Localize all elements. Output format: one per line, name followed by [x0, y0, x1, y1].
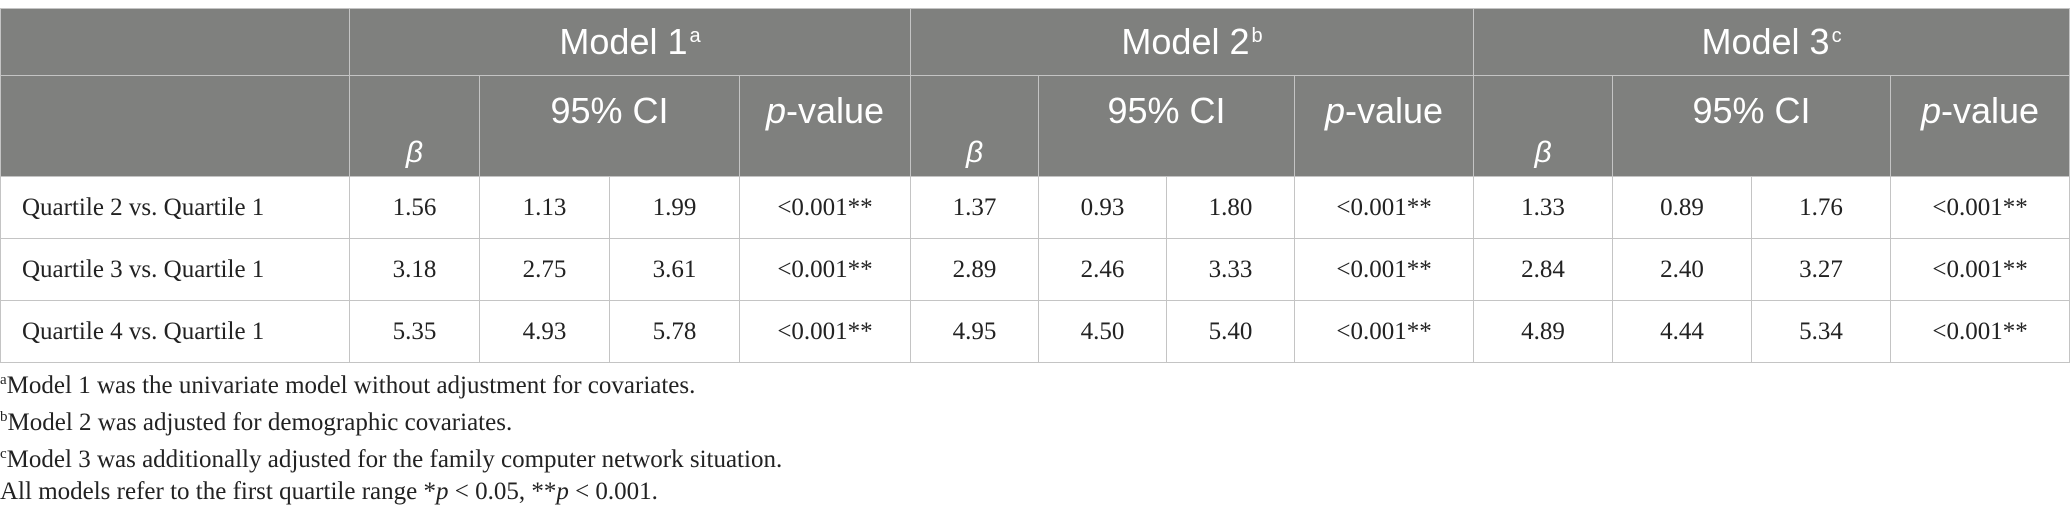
model-1-footnote-marker: a [689, 25, 701, 47]
p-value-cell: <0.001** [738, 300, 912, 363]
significance-prefix: All models refer to the first quartile r… [0, 478, 436, 505]
beta-cell: 1.33 [1473, 176, 1614, 239]
row-label: Quartile 3 vs. Quartile 1 [0, 238, 350, 301]
beta-cell: 4.89 [1473, 300, 1614, 363]
p-value-suffix: -value [1345, 90, 1444, 131]
p-value-cell: <0.001** [1890, 300, 2070, 363]
p-value-header: p-value [1294, 75, 1475, 177]
p-value-header: p-value [738, 75, 912, 177]
p-value-suffix: -value [1941, 90, 2040, 131]
ci-lower-cell: 2.46 [1038, 238, 1168, 301]
significance-note: All models refer to the first quartile r… [0, 473, 782, 510]
model-1-label: Model 1 [559, 21, 688, 62]
model-2-footnote-marker: b [1251, 25, 1263, 47]
model-2-label: Model 2 [1121, 21, 1250, 62]
beta-cell: 1.56 [349, 176, 480, 239]
p-value-cell: <0.001** [738, 176, 912, 239]
p-value-cell: <0.001** [738, 238, 912, 301]
beta-cell: 3.18 [349, 238, 480, 301]
table-row: Quartile 2 vs. Quartile 1 1.56 1.13 1.99… [0, 176, 2070, 239]
beta-header: β [349, 75, 480, 177]
p-letter: p [765, 90, 786, 131]
model-3-label: Model 3 [1701, 21, 1830, 62]
table-row: Quartile 4 vs. Quartile 1 5.35 4.93 5.78… [0, 300, 2070, 363]
beta-header: β [1473, 75, 1614, 177]
significance-threshold-1: < 0.05, ** [448, 478, 557, 505]
ci-upper-cell: 3.27 [1751, 238, 1892, 301]
beta-cell: 2.84 [1473, 238, 1614, 301]
ci-upper-cell: 3.33 [1166, 238, 1296, 301]
ci-upper-cell: 1.99 [609, 176, 740, 239]
ci-upper-cell: 5.78 [609, 300, 740, 363]
ci-upper-cell: 1.80 [1166, 176, 1296, 239]
significance-threshold-2: < 0.001. [568, 478, 658, 505]
ci-lower-cell: 1.13 [479, 176, 610, 239]
ci-lower-cell: 2.75 [479, 238, 610, 301]
ci-upper-cell: 1.76 [1751, 176, 1892, 239]
p-value-header: p-value [1890, 75, 2070, 177]
table-footnotes: aModel 1 was the univariate model withou… [0, 362, 782, 510]
ci-lower-cell: 4.50 [1038, 300, 1168, 363]
footnote-marker: a [0, 372, 7, 388]
ci-header: 95% CI [479, 75, 740, 177]
beta-cell: 1.37 [910, 176, 1040, 239]
column-header-row: β 95% CI p-value β 95% CI p-value β 95% … [0, 75, 2070, 177]
ci-lower-cell: 4.93 [479, 300, 610, 363]
p-value-cell: <0.001** [1294, 238, 1475, 301]
footnote-marker: c [0, 446, 7, 462]
footnote-b: bModel 2 was adjusted for demographic co… [0, 399, 782, 436]
footnote-c: cModel 3 was additionally adjusted for t… [0, 436, 782, 473]
row-label: Quartile 4 vs. Quartile 1 [0, 300, 350, 363]
beta-header: β [910, 75, 1040, 177]
significance-p-1: p [435, 478, 449, 505]
ci-lower-cell: 0.93 [1038, 176, 1168, 239]
ci-header: 95% CI [1612, 75, 1892, 177]
footnote-text: Model 1 was the univariate model without… [6, 372, 696, 399]
beta-cell: 4.95 [910, 300, 1040, 363]
row-label: Quartile 2 vs. Quartile 1 [0, 176, 350, 239]
ci-upper-cell: 5.34 [1751, 300, 1892, 363]
ci-lower-cell: 4.44 [1612, 300, 1753, 363]
footnote-text: Model 3 was additionally adjusted for th… [6, 446, 783, 473]
table-row: Quartile 3 vs. Quartile 1 3.18 2.75 3.61… [0, 238, 2070, 301]
corner-header-cell [0, 8, 350, 76]
footnote-marker: b [0, 409, 8, 425]
footnote-text: Model 2 was adjusted for demographic cov… [7, 409, 513, 436]
p-value-cell: <0.001** [1294, 176, 1475, 239]
significance-p-2: p [556, 478, 569, 505]
ci-upper-cell: 3.61 [609, 238, 740, 301]
p-letter: p [1920, 90, 1942, 131]
p-value-cell: <0.001** [1890, 176, 2070, 239]
corner-header-cell [0, 75, 350, 177]
footnote-a: aModel 1 was the univariate model withou… [0, 362, 782, 399]
p-value-cell: <0.001** [1294, 300, 1475, 363]
ci-lower-cell: 2.40 [1612, 238, 1753, 301]
model-3-footnote-marker: c [1831, 25, 1842, 47]
ci-upper-cell: 5.40 [1166, 300, 1296, 363]
beta-cell: 2.89 [910, 238, 1040, 301]
p-value-suffix: -value [785, 90, 885, 131]
p-letter: p [1324, 90, 1345, 131]
p-value-cell: <0.001** [1890, 238, 2070, 301]
ci-lower-cell: 0.89 [1612, 176, 1753, 239]
ci-header: 95% CI [1038, 75, 1296, 177]
beta-cell: 5.35 [349, 300, 480, 363]
